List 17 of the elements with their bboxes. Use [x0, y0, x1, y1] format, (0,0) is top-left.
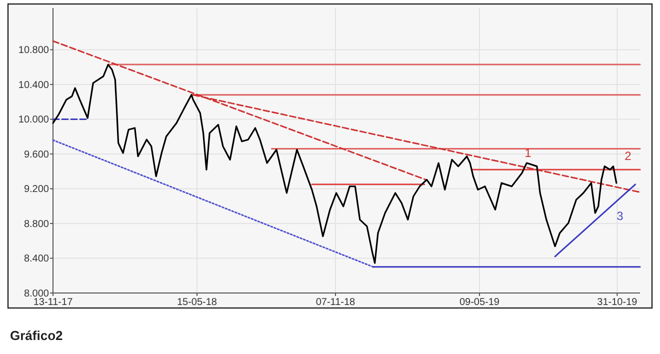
- y-tick-label: 8.000: [24, 288, 50, 300]
- x-tick-label: 31-10-19: [597, 297, 638, 308]
- x-tick-label: 09-05-19: [459, 297, 500, 308]
- text: Gráfico2: [10, 328, 63, 343]
- annotation: 2: [624, 149, 632, 163]
- y-tick-label: 8.800: [24, 218, 50, 230]
- y-tick-label: 10.800: [18, 45, 50, 56]
- y-tick-label: 8.400: [24, 254, 50, 265]
- x-tick-label: 07-11-18: [316, 297, 356, 308]
- y-tick-label: 10.400: [18, 80, 50, 91]
- x-tick-label: 13-11-17: [33, 297, 74, 308]
- annotation: 1: [524, 146, 532, 160]
- y-tick-label: 9.600: [24, 149, 50, 160]
- y-tick-label: 10.000: [18, 114, 50, 126]
- x-tick-label: 15-05-18: [176, 297, 218, 308]
- annotation: 3: [616, 209, 624, 223]
- y-tick-label: 9.200: [24, 184, 50, 196]
